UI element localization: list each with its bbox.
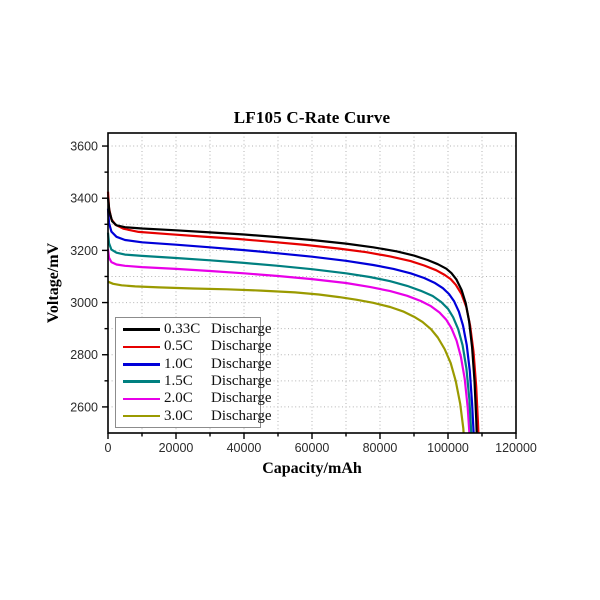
series-line-1.0C <box>106 208 475 434</box>
y-tick-label: 2600 <box>70 400 98 414</box>
legend-item-0.5C: 0.5C Discharge <box>116 338 272 355</box>
x-tick-label: 0 <box>105 441 112 455</box>
legend-item-1.5C: 1.5C Discharge <box>116 373 272 390</box>
legend-swatch <box>123 345 160 349</box>
legend-item-3.0C: 3.0C Discharge <box>116 407 272 424</box>
legend-swatch <box>123 380 160 383</box>
x-tick-labels: 0 20000 40000 60000 80000 100000 120000 <box>105 441 537 455</box>
x-tick-label: 80000 <box>363 441 398 455</box>
legend-rate-label: 2.0C <box>164 390 193 407</box>
series-line-2.0C <box>106 248 471 434</box>
series-line-1.5C <box>106 232 473 434</box>
legend-series-label: Discharge <box>211 407 272 424</box>
legend-box: 0.33C Discharge 0.5C Discharge 1.0C Discharge… <box>115 317 272 428</box>
legend-rate-label: 0.5C <box>164 338 193 355</box>
x-tick-label: 20000 <box>159 441 194 455</box>
y-tick-labels: 2600 2800 3000 3200 3400 3600 <box>70 140 98 415</box>
y-tick-label: 3200 <box>70 244 98 258</box>
legend-series-label: Discharge <box>211 355 272 372</box>
legend-rate-label: 3.0C <box>164 407 193 424</box>
legend-series-label: Discharge <box>211 338 272 355</box>
legend-series-label: Discharge <box>211 390 272 407</box>
y-tick-label: 3000 <box>70 296 98 310</box>
x-tick-label: 40000 <box>227 441 262 455</box>
x-tick-label: 120000 <box>495 441 537 455</box>
legend-series-label: Discharge <box>211 373 272 390</box>
legend-swatch <box>123 328 160 331</box>
y-tick-label: 2800 <box>70 348 98 362</box>
legend-swatch <box>123 397 160 401</box>
x-axis-title: Capacity/mAh <box>262 460 362 477</box>
legend-rate-label: 0.33C <box>164 321 201 338</box>
legend-item-0.33C: 0.33C Discharge <box>116 321 272 338</box>
chart-title: LF105 C-Rate Curve <box>233 108 391 127</box>
axis-ticks <box>102 145 517 439</box>
x-tick-label: 60000 <box>295 441 330 455</box>
y-tick-label: 3600 <box>70 140 98 154</box>
legend-rate-label: 1.5C <box>164 373 193 390</box>
legend-item-1.0C: 1.0C Discharge <box>116 355 272 373</box>
y-tick-label: 3400 <box>70 192 98 206</box>
legend-series-label: Discharge <box>211 321 272 338</box>
series-line-0.33C <box>106 197 478 434</box>
legend-swatch <box>123 414 160 418</box>
legend-swatch <box>123 362 160 366</box>
legend-item-2.0C: 2.0C Discharge <box>116 390 272 407</box>
legend-rate-label: 1.0C <box>164 355 193 372</box>
x-tick-label: 100000 <box>427 441 469 455</box>
series-curves <box>106 191 480 434</box>
plot-frame <box>107 132 517 434</box>
series-line-3.0C <box>107 280 465 434</box>
